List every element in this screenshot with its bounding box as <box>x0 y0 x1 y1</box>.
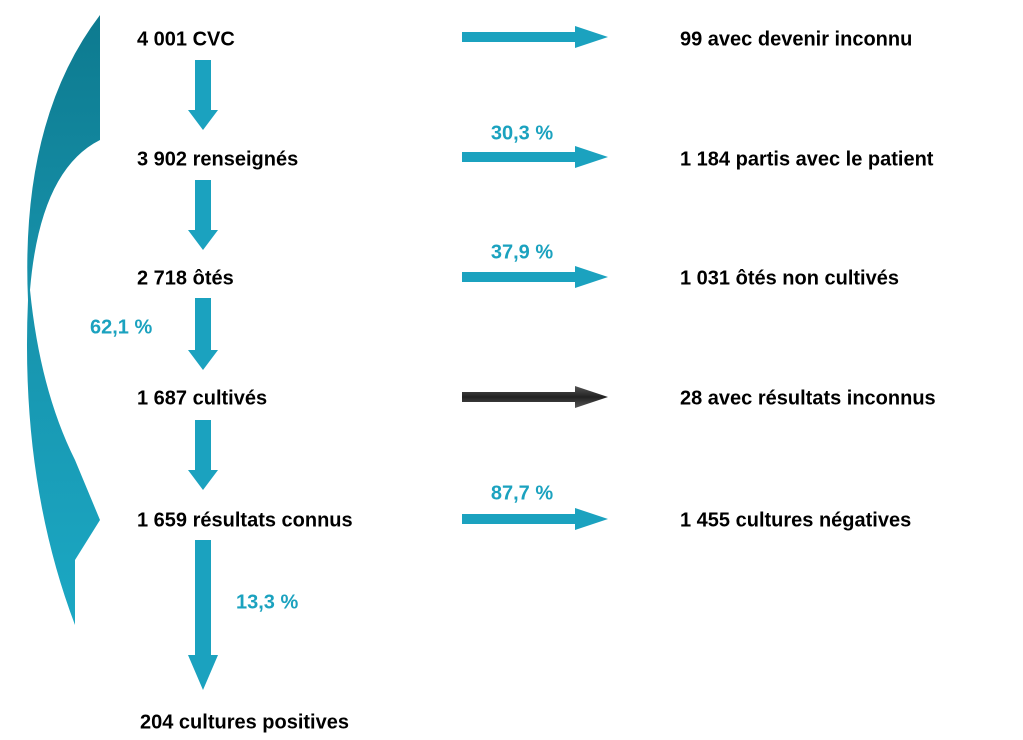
outcome: 1 031 ôtés non cultivés <box>680 267 899 289</box>
node: 3 902 renseignés <box>137 148 298 170</box>
outcome: 28 avec résultats inconnus <box>680 387 936 409</box>
node: 1 659 résultats connus <box>137 509 353 531</box>
arrow <box>462 26 608 48</box>
arrow <box>462 266 608 288</box>
arrow <box>462 508 608 530</box>
arrow <box>188 298 218 370</box>
rate: 87,7 % <box>491 482 553 504</box>
node: 1 687 cultivés <box>137 387 267 409</box>
outcome: 99 avec devenir inconnu <box>680 28 912 50</box>
rate: 62,1 % <box>90 316 152 338</box>
rate: 13,3 % <box>236 591 298 613</box>
arrow <box>462 386 608 408</box>
outcome: 1 455 cultures négatives <box>680 509 911 531</box>
horizontal-arrows <box>462 26 608 530</box>
arrow <box>188 60 218 130</box>
node: 4 001 CVC <box>137 28 235 50</box>
outcome: 1 184 partis avec le patient <box>680 148 934 170</box>
rate: 37,9 % <box>491 241 553 263</box>
vertical-arrows <box>188 60 218 690</box>
node: 2 718 ôtés <box>137 267 234 289</box>
curved-arrow <box>26 15 100 625</box>
node: 204 cultures positives <box>140 711 349 733</box>
arrow <box>188 180 218 250</box>
arrow <box>462 146 608 168</box>
arrow <box>188 540 218 690</box>
arrow <box>188 420 218 490</box>
rate: 30,3 % <box>491 122 553 144</box>
